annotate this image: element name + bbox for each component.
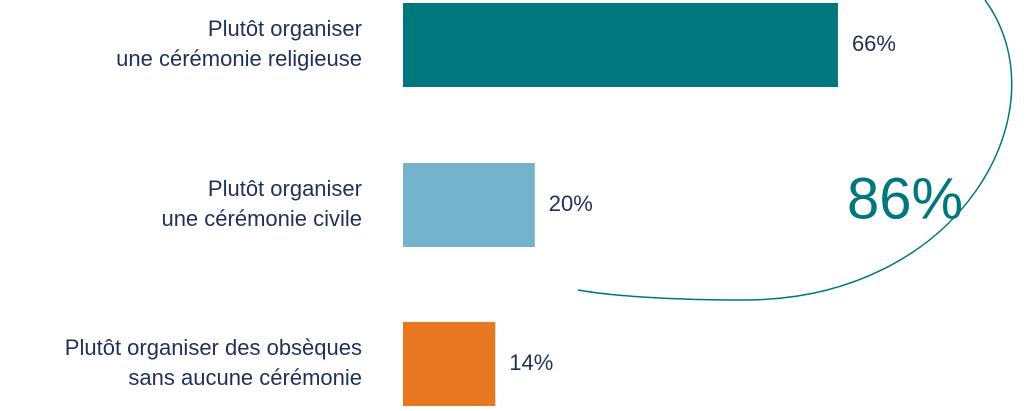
- annotation: 86%: [847, 166, 963, 231]
- category-label: sans aucune cérémonie: [128, 365, 362, 390]
- category-label: Plutôt organiser: [208, 176, 362, 201]
- bracket-curve: [577, 0, 1013, 301]
- value-label: 14%: [509, 350, 553, 375]
- category-label: une cérémonie religieuse: [116, 46, 362, 71]
- value-label: 20%: [549, 191, 593, 216]
- category-label: une cérémonie civile: [161, 206, 362, 231]
- category-label: Plutôt organiser: [208, 16, 362, 41]
- category-label: Plutôt organiser des obsèques: [65, 335, 362, 360]
- bar: [403, 3, 838, 87]
- bar: [403, 163, 535, 247]
- value-label: 66%: [852, 31, 896, 56]
- bar: [403, 322, 496, 406]
